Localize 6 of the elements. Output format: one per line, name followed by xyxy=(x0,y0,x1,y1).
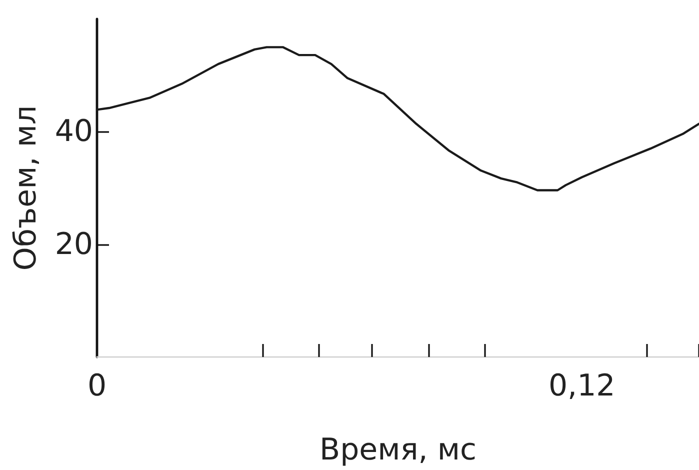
x-tick-label: 0 xyxy=(87,368,107,404)
x-axis-title: Время, мс xyxy=(320,432,476,468)
y-tick-label: 40 xyxy=(54,114,93,150)
y-tick-label: 20 xyxy=(54,226,93,262)
x-tick-label: 0,12 xyxy=(548,368,616,404)
y-axis-title: Объем, мл xyxy=(8,105,44,271)
